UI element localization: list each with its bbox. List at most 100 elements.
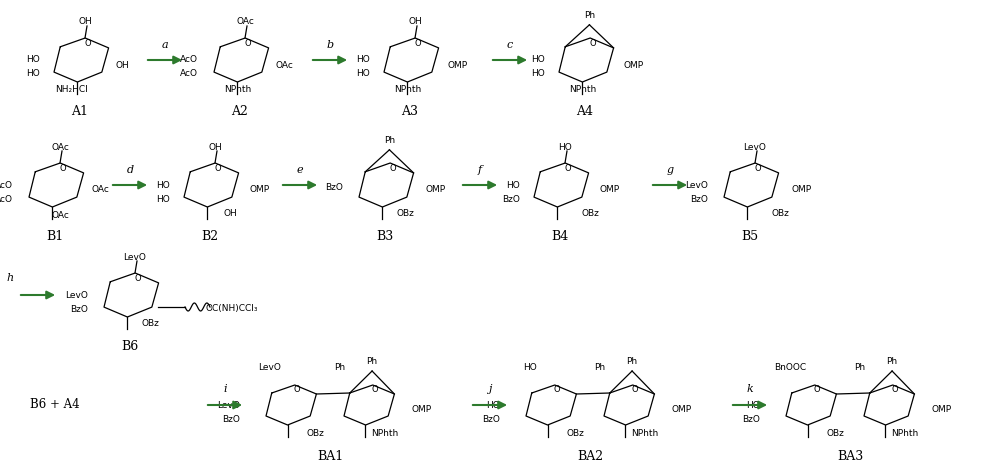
Text: d: d (126, 165, 134, 175)
Text: LevO: LevO (259, 362, 281, 371)
Text: c: c (507, 40, 513, 50)
Text: BzO: BzO (502, 194, 520, 203)
Text: OMP: OMP (600, 185, 620, 194)
Text: Ph: Ph (334, 362, 346, 371)
Text: j: j (488, 384, 492, 394)
Text: f: f (478, 165, 482, 175)
Text: BzO: BzO (222, 414, 240, 423)
Text: OBz: OBz (141, 319, 159, 328)
Text: O: O (214, 164, 221, 173)
Text: HO: HO (558, 143, 572, 152)
Text: i: i (223, 384, 227, 394)
Text: O: O (389, 164, 396, 173)
Text: HO: HO (506, 180, 520, 189)
Text: BA3: BA3 (837, 450, 863, 463)
Text: B2: B2 (201, 230, 219, 243)
Text: B6: B6 (121, 340, 139, 353)
Text: OMP: OMP (412, 405, 432, 414)
Text: O: O (59, 164, 66, 173)
Text: LevO: LevO (124, 253, 146, 261)
Text: HO: HO (26, 69, 40, 78)
Text: OMP: OMP (792, 185, 812, 194)
Text: HO: HO (746, 401, 760, 410)
Text: A1: A1 (72, 105, 88, 118)
Text: b: b (326, 40, 334, 50)
Text: O: O (814, 385, 820, 394)
Text: Ph: Ph (367, 357, 378, 366)
Text: NPhth: NPhth (394, 85, 422, 94)
Text: HO: HO (523, 362, 537, 371)
Text: k: k (747, 384, 753, 394)
Text: LevO: LevO (217, 401, 240, 410)
Text: Ph: Ph (384, 136, 395, 145)
Text: O: O (564, 164, 571, 173)
Text: A3: A3 (402, 105, 418, 118)
Text: Ph: Ph (627, 357, 638, 366)
Text: BzO: BzO (325, 183, 343, 192)
Text: BzO: BzO (742, 414, 760, 423)
Text: BzO: BzO (482, 414, 500, 423)
Text: OAc: OAc (51, 143, 69, 152)
Text: h: h (6, 273, 14, 283)
Text: e: e (297, 165, 303, 175)
Text: O: O (244, 39, 251, 48)
Text: Ph: Ph (854, 362, 866, 371)
Text: OMP: OMP (672, 405, 692, 414)
Text: LevO: LevO (685, 180, 708, 189)
Text: OH: OH (208, 143, 222, 152)
Text: OMP: OMP (425, 185, 445, 194)
Text: BA1: BA1 (317, 450, 343, 463)
Text: HO: HO (356, 69, 370, 78)
Text: OAc: OAc (51, 211, 69, 219)
Text: HO: HO (156, 180, 170, 189)
Text: OBz: OBz (826, 429, 844, 438)
Text: HO: HO (26, 56, 40, 65)
Text: LevO: LevO (65, 290, 88, 300)
Text: OBz: OBz (306, 429, 324, 438)
Text: BzO: BzO (70, 304, 88, 313)
Text: OBz: OBz (771, 209, 789, 218)
Text: OBz: OBz (581, 209, 599, 218)
Text: B4: B4 (551, 230, 569, 243)
Text: OMP: OMP (250, 185, 270, 194)
Text: O: O (632, 385, 638, 394)
Text: OAc: OAc (276, 60, 294, 69)
Text: NPhth: NPhth (371, 429, 399, 438)
Text: HO: HO (531, 56, 545, 65)
Text: OBz: OBz (566, 429, 584, 438)
Text: B3: B3 (376, 230, 394, 243)
Text: OH: OH (223, 209, 237, 218)
Text: OMP: OMP (932, 405, 952, 414)
Text: HO: HO (486, 401, 500, 410)
Text: HO: HO (156, 194, 170, 203)
Text: Ph: Ph (584, 11, 595, 20)
Text: OH: OH (78, 17, 92, 26)
Text: B6 + A4: B6 + A4 (30, 398, 80, 412)
Text: HO: HO (531, 69, 545, 78)
Text: B5: B5 (741, 230, 759, 243)
Text: OAc: OAc (236, 17, 254, 26)
Text: OBz: OBz (396, 209, 414, 218)
Text: BzO: BzO (690, 194, 708, 203)
Text: B1: B1 (46, 230, 64, 243)
Text: BA2: BA2 (577, 450, 603, 463)
Text: HO: HO (356, 56, 370, 65)
Text: Ph: Ph (887, 357, 898, 366)
Text: OH: OH (408, 17, 422, 26)
Text: OC(NH)CCl₃: OC(NH)CCl₃ (205, 304, 258, 313)
Text: NPhth: NPhth (569, 85, 597, 94)
Text: NPhth: NPhth (891, 429, 919, 438)
Text: a: a (162, 40, 168, 50)
Text: NPhth: NPhth (224, 85, 252, 94)
Text: O: O (294, 385, 300, 394)
Text: A4: A4 (576, 105, 594, 118)
Text: AcO: AcO (0, 194, 13, 203)
Text: O: O (589, 39, 596, 48)
Text: O: O (554, 385, 560, 394)
Text: O: O (892, 385, 898, 394)
Text: AcO: AcO (180, 56, 198, 65)
Text: AcO: AcO (0, 180, 13, 189)
Text: O: O (754, 164, 761, 173)
Text: O: O (84, 39, 91, 48)
Text: OH: OH (115, 60, 129, 69)
